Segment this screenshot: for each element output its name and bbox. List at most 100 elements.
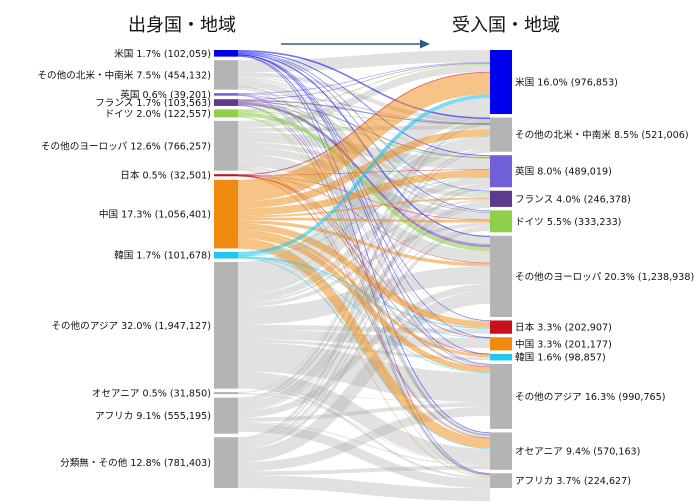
- flow-link: [237, 386, 491, 479]
- source-node-bar: [214, 174, 238, 177]
- source-node-label: 中国 17.3% (1,056,401): [99, 209, 211, 221]
- source-node-label: 米国 1.7% (102,059): [114, 48, 211, 60]
- flow-link: [237, 465, 491, 476]
- flow-link: [237, 94, 491, 366]
- source-node-bar: [214, 93, 238, 96]
- flow-link: [237, 324, 491, 334]
- flow-link: [237, 62, 491, 100]
- flow-link: [237, 422, 491, 489]
- flow-link: [237, 112, 491, 252]
- flow-link: [237, 136, 491, 296]
- flow-link: [237, 475, 491, 502]
- target-node-label: フランス 4.0% (246,378): [515, 194, 631, 205]
- flow-link: [237, 54, 491, 355]
- flow-link: [237, 232, 491, 373]
- flow-links: [237, 49, 491, 502]
- target-node-label: アフリカ 3.7% (224,627): [515, 476, 631, 487]
- flow-link: [237, 79, 491, 244]
- flow-link: [237, 54, 491, 321]
- target-node-bar: [490, 50, 512, 115]
- source-node-bar: [214, 120, 238, 171]
- target-node-label: オセアニア 9.4% (570,163): [515, 447, 640, 458]
- node-bars: [214, 50, 512, 488]
- flow-link: [237, 122, 491, 441]
- flow-link: [237, 153, 491, 263]
- flow-link: [237, 421, 491, 466]
- target-node-bar: [490, 210, 512, 233]
- flow-link: [237, 257, 491, 373]
- flow-link: [237, 238, 491, 449]
- target-node-bar: [490, 155, 512, 188]
- target-node-label: その他のアジア 16.3% (990,765): [515, 391, 666, 403]
- flow-link: [237, 177, 491, 302]
- flow-link: [237, 169, 491, 216]
- flow-link: [237, 256, 491, 329]
- flow-link: [237, 62, 491, 94]
- flow-link: [237, 93, 491, 124]
- source-node-bar: [214, 397, 238, 434]
- source-node-bar: [214, 392, 238, 395]
- flow-link: [237, 50, 491, 73]
- flow-link: [237, 129, 491, 209]
- flow-link: [237, 392, 491, 403]
- flow-link: [237, 229, 491, 358]
- flow-link: [237, 49, 491, 120]
- flow-link: [237, 176, 491, 257]
- source-node-bar: [214, 262, 238, 389]
- flow-link: [237, 257, 491, 339]
- flow-link: [237, 94, 491, 256]
- source-node-bar: [214, 109, 238, 118]
- target-node-bar: [490, 337, 512, 351]
- target-node-label: 中国 3.3% (201,177): [515, 338, 612, 350]
- flow-link: [237, 226, 491, 412]
- source-node-label: 日本 0.5% (32,501): [120, 170, 211, 182]
- target-node-bar: [490, 235, 512, 317]
- source-node-label: その他の北米・中南米 7.5% (454,132): [37, 69, 211, 81]
- source-node-bar: [214, 99, 238, 106]
- flow-link: [237, 183, 491, 394]
- flow-link: [237, 86, 491, 322]
- flow-link: [237, 105, 491, 475]
- target-node-bar: [490, 473, 512, 488]
- source-axis-title: 出身国・地域: [128, 15, 236, 36]
- source-node-label: 英国 0.6% (39,201): [120, 89, 211, 101]
- flow-link: [237, 342, 491, 403]
- source-node-label: その他のアジア 32.0% (1,947,127): [51, 320, 211, 332]
- target-node-bar: [490, 432, 512, 470]
- flow-link: [237, 406, 491, 472]
- target-node-bar: [490, 363, 512, 429]
- flow-link: [237, 186, 491, 445]
- flow-link: [237, 52, 491, 192]
- source-node-bar: [214, 251, 238, 259]
- node-labels: 米国 1.7% (102,059) その他の北米・中南米 7.5% (454,13…: [37, 48, 694, 487]
- flow-link: [237, 223, 491, 328]
- target-node-bar: [490, 353, 512, 361]
- target-node-label: 英国 8.0% (489,019): [515, 166, 612, 178]
- target-node-label: その他のヨーロッパ 20.3% (1,238,938): [515, 271, 694, 283]
- source-node-label: アフリカ 9.1% (555,195): [95, 411, 211, 422]
- flow-link: [237, 136, 491, 257]
- target-node-bar: [490, 190, 512, 207]
- source-node-bar: [214, 179, 238, 249]
- source-node-bar: [214, 60, 238, 90]
- target-node-bar: [490, 320, 512, 334]
- target-node-label: ドイツ 5.5% (333,233): [515, 217, 621, 228]
- flow-link: [237, 63, 491, 111]
- flow-link: [237, 197, 491, 218]
- flow-link: [237, 371, 491, 464]
- flow-link: [237, 111, 491, 193]
- flow-link: [237, 110, 491, 126]
- flow-link: [237, 199, 491, 304]
- source-node-bar: [214, 437, 238, 488]
- source-node-label: 韓国 1.7% (101,678): [114, 250, 211, 262]
- source-node-bar: [214, 50, 238, 57]
- source-node-label: その他のヨーロッパ 12.6% (766,257): [41, 140, 211, 152]
- source-node-label: ドイツ 2.0% (122,557): [105, 109, 211, 120]
- target-node-label: その他の北米・中南米 8.5% (521,006): [515, 129, 689, 141]
- flow-link: [237, 72, 491, 202]
- source-node-label: 分類無・その他 12.8% (781,403): [60, 457, 211, 469]
- source-node-label: オセアニア 0.5% (31,850): [92, 389, 211, 400]
- flow-link: [237, 393, 491, 465]
- flow-link: [237, 99, 491, 125]
